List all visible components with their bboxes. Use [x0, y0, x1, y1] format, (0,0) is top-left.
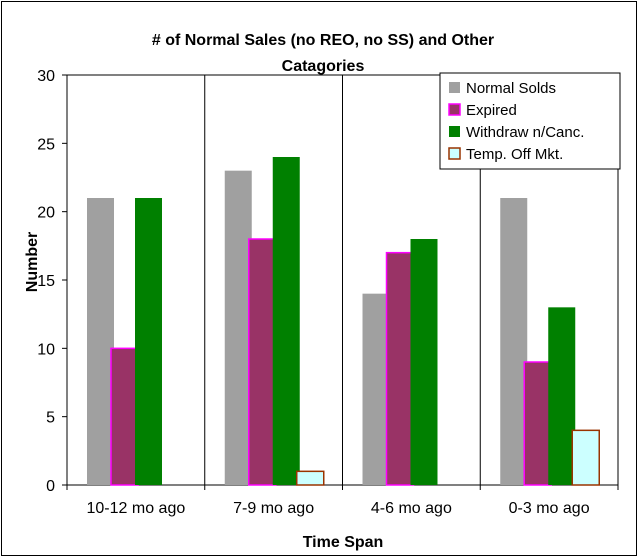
bar-normal-solds — [500, 198, 528, 485]
bar-expired — [110, 347, 139, 486]
y-tick-label: 5 — [46, 410, 55, 427]
legend-swatch — [449, 126, 460, 137]
bar-withdraw-n-canc — [272, 157, 300, 485]
legend-label: Temp. Off Mkt. — [466, 146, 563, 163]
bar-normal-solds — [87, 198, 114, 485]
legend-swatch — [448, 147, 461, 160]
bar-withdraw-n-canc — [410, 239, 438, 485]
legend-label: Normal Solds — [466, 80, 556, 97]
y-axis-ticks: 0 5 10 15 20 25 30 — [37, 68, 67, 495]
y-tick-label: 15 — [37, 273, 55, 290]
y-tick-label: 25 — [37, 136, 55, 153]
x-axis-title: Time Span — [303, 534, 384, 551]
y-axis-title: Number — [24, 232, 41, 292]
x-tick-label: 0-3 mo ago — [509, 500, 590, 517]
y-tick-label: 0 — [46, 478, 55, 495]
bar-normal-solds — [362, 293, 390, 485]
legend: Normal Solds Expired Withdraw n/Canc. Temp.… — [439, 72, 621, 170]
bar-temp-off-mkt — [571, 429, 600, 486]
legend-label: Expired — [466, 102, 517, 119]
bar-withdraw-n-canc — [135, 198, 162, 485]
legend-swatch — [448, 103, 461, 116]
bar-temp-off-mkt — [296, 470, 325, 486]
legend-label: Withdraw n/Canc. — [466, 124, 584, 141]
chart-title-line2: Catagories — [282, 58, 365, 75]
legend-swatch — [449, 82, 460, 93]
x-tick-label: 7-9 mo ago — [233, 500, 314, 517]
x-tick-label: 10-12 mo ago — [87, 500, 186, 517]
bar-expired — [523, 361, 552, 486]
bar-withdraw-n-canc — [548, 307, 576, 485]
chart-title-line1: # of Normal Sales (no REO, no SS) and Ot… — [152, 32, 494, 49]
bar-expired — [248, 238, 277, 486]
bars-group — [87, 157, 600, 486]
y-tick-label: 10 — [37, 341, 55, 358]
y-tick-label: 20 — [37, 205, 55, 222]
y-tick-label: 30 — [37, 68, 55, 85]
bar-normal-solds — [224, 170, 252, 485]
bar-expired — [385, 251, 415, 486]
x-tick-label: 4-6 mo ago — [371, 500, 452, 517]
legend-box — [439, 72, 621, 170]
x-axis-ticks: 10-12 mo ago 7-9 mo ago 4-6 mo ago 0-3 mo a… — [66, 485, 619, 517]
